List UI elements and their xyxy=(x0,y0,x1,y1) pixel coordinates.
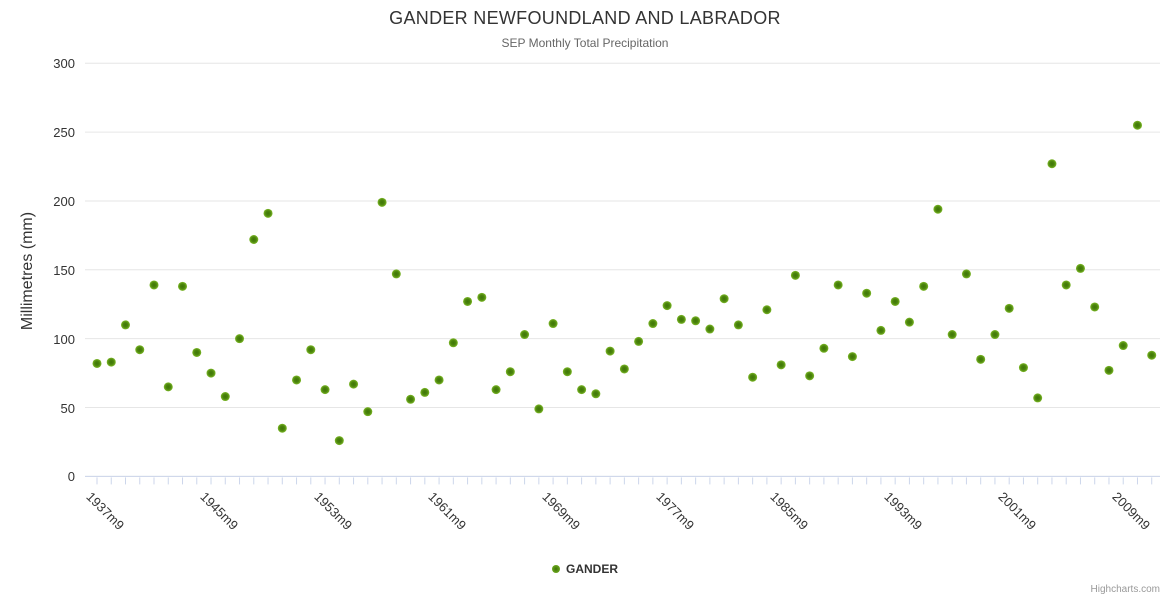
data-point[interactable] xyxy=(577,385,587,395)
data-point[interactable] xyxy=(491,385,501,395)
data-point[interactable] xyxy=(1033,393,1043,403)
y-axis-tick-label: 150 xyxy=(53,262,75,278)
data-point[interactable] xyxy=(206,368,216,378)
data-point[interactable] xyxy=(1047,159,1057,169)
data-point[interactable] xyxy=(805,371,815,381)
data-point[interactable] xyxy=(733,320,743,330)
data-point[interactable] xyxy=(691,316,701,326)
data-point[interactable] xyxy=(662,301,672,311)
data-point[interactable] xyxy=(448,338,458,348)
y-axis-tick-label: 250 xyxy=(53,125,75,141)
data-point[interactable] xyxy=(634,336,644,346)
highcharts-credit-link[interactable]: Highcharts.com xyxy=(1090,584,1160,595)
data-point[interactable] xyxy=(1004,303,1014,313)
data-point[interactable] xyxy=(235,334,245,344)
data-point[interactable] xyxy=(947,330,957,340)
data-point[interactable] xyxy=(520,330,530,340)
data-point[interactable] xyxy=(591,389,601,399)
data-point[interactable] xyxy=(748,372,758,382)
data-point[interactable] xyxy=(1090,302,1100,312)
data-point[interactable] xyxy=(477,292,487,302)
data-point[interactable] xyxy=(220,392,230,402)
data-point[interactable] xyxy=(178,281,188,291)
data-point[interactable] xyxy=(163,382,173,392)
data-point[interactable] xyxy=(349,379,359,389)
data-point[interactable] xyxy=(705,324,715,334)
data-point[interactable] xyxy=(135,345,145,355)
data-point[interactable] xyxy=(377,197,387,207)
data-point[interactable] xyxy=(505,367,515,377)
data-point[interactable] xyxy=(847,352,857,362)
y-axis-tick-label: 100 xyxy=(53,331,75,347)
data-point[interactable] xyxy=(819,343,829,353)
data-point[interactable] xyxy=(1018,363,1028,373)
data-point[interactable] xyxy=(562,367,572,377)
data-point[interactable] xyxy=(619,364,629,374)
data-point[interactable] xyxy=(263,208,273,218)
data-point[interactable] xyxy=(420,387,430,397)
y-axis-tick-label: 200 xyxy=(53,193,75,209)
data-point[interactable] xyxy=(961,269,971,279)
data-point[interactable] xyxy=(648,319,658,329)
legend-label: GANDER xyxy=(565,562,618,576)
data-point[interactable] xyxy=(876,325,886,335)
data-point[interactable] xyxy=(391,269,401,279)
data-point[interactable] xyxy=(833,280,843,290)
data-point[interactable] xyxy=(92,358,102,368)
data-point[interactable] xyxy=(919,281,929,291)
page-title: GANDER NEWFOUNDLAND AND LABRADOR xyxy=(389,8,781,28)
data-point[interactable] xyxy=(676,314,686,324)
data-point[interactable] xyxy=(976,354,986,364)
data-point[interactable] xyxy=(605,346,615,356)
legend-item-gander[interactable]: GANDER xyxy=(0,562,1170,576)
data-point[interactable] xyxy=(249,235,259,245)
data-point[interactable] xyxy=(790,270,800,280)
data-point[interactable] xyxy=(890,296,900,306)
y-axis-tick-label: 50 xyxy=(60,400,75,416)
data-point[interactable] xyxy=(121,320,131,330)
y-axis-tick-label: 0 xyxy=(67,469,75,485)
data-point[interactable] xyxy=(434,375,444,385)
data-point[interactable] xyxy=(1147,350,1157,360)
data-point[interactable] xyxy=(192,347,202,357)
data-point[interactable] xyxy=(363,407,373,417)
y-axis-tick-label: 300 xyxy=(53,56,75,72)
data-point[interactable] xyxy=(862,288,872,298)
data-point[interactable] xyxy=(106,357,116,367)
data-point[interactable] xyxy=(1118,341,1128,351)
legend-marker-icon xyxy=(551,565,560,573)
data-point[interactable] xyxy=(904,317,914,327)
data-point[interactable] xyxy=(719,294,729,304)
data-point[interactable] xyxy=(776,360,786,370)
data-point[interactable] xyxy=(320,385,330,395)
data-point[interactable] xyxy=(1061,280,1071,290)
data-point[interactable] xyxy=(762,305,772,315)
data-point[interactable] xyxy=(1075,263,1085,273)
data-point[interactable] xyxy=(277,423,287,433)
data-point[interactable] xyxy=(1104,365,1114,375)
data-point[interactable] xyxy=(1132,120,1142,130)
data-point[interactable] xyxy=(990,330,1000,340)
chart-subtitle: SEP Monthly Total Precipitation xyxy=(501,36,669,50)
data-point[interactable] xyxy=(534,404,544,414)
data-point[interactable] xyxy=(149,280,159,290)
data-point[interactable] xyxy=(334,436,344,446)
data-point[interactable] xyxy=(406,394,416,404)
data-point[interactable] xyxy=(292,375,302,385)
data-point[interactable] xyxy=(933,204,943,214)
data-point[interactable] xyxy=(548,319,558,329)
data-point[interactable] xyxy=(306,345,316,355)
data-point[interactable] xyxy=(463,296,473,306)
